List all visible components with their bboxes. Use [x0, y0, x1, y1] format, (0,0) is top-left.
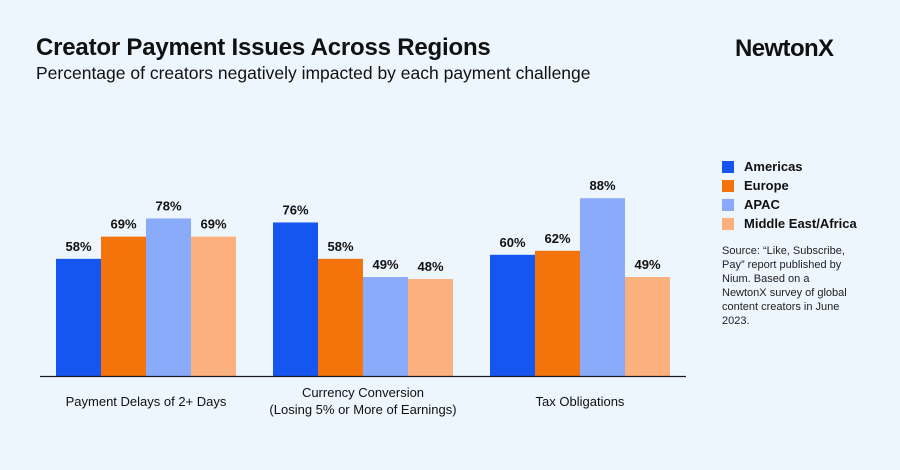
value-label: 78%	[155, 198, 181, 213]
bar-americas-2	[490, 254, 535, 376]
value-label: 76%	[282, 202, 308, 217]
legend: Americas Europe APAC Middle East/Africa	[722, 157, 857, 233]
bar-apac-2	[580, 198, 625, 376]
value-label: 60%	[499, 235, 525, 250]
chart-title: Creator Payment Issues Across Regions	[36, 34, 491, 61]
value-label: 49%	[372, 257, 398, 272]
legend-swatch	[722, 198, 734, 211]
bar-chart: 58% 76% 60% 69% 58% 62% 78% 49% 88% 69% 48% 49% Pay…	[40, 178, 686, 417]
legend-label: Americas	[744, 159, 803, 174]
category-label: Currency Conversion (Losing 5% or More of…	[269, 385, 456, 417]
bar-middle-east-africa-0	[191, 236, 236, 376]
source-note: Source: “Like, Subscribe, Pay” report pu…	[722, 245, 847, 327]
bar-apac-1	[363, 277, 408, 376]
category-labels-group: Payment Delays of 2+ Days Currency Conver…	[66, 385, 625, 417]
value-label: 69%	[110, 217, 136, 232]
newtonx-logo: NewtonX	[735, 35, 834, 62]
bar-apac-0	[146, 218, 191, 376]
value-label: 58%	[65, 239, 91, 254]
value-label: 88%	[589, 178, 615, 193]
value-label: 49%	[634, 257, 660, 272]
bar-middle-east-africa-1	[408, 279, 453, 376]
value-labels-group: 58% 76% 60% 69% 58% 62% 78% 49% 88% 69% 48% 49%	[65, 178, 660, 274]
legend-item-europe: Europe	[722, 176, 857, 195]
legend-item-middle-east-africa: Middle East/Africa	[722, 214, 857, 233]
legend-item-americas: Americas	[722, 157, 857, 176]
bar-europe-2	[535, 250, 580, 376]
bar-americas-1	[273, 222, 318, 376]
value-label: 69%	[200, 217, 226, 232]
value-label: 48%	[417, 259, 443, 274]
legend-swatch	[722, 179, 734, 192]
bar-americas-0	[56, 258, 101, 376]
chart-subtitle: Percentage of creators negatively impact…	[36, 63, 591, 83]
legend-swatch	[722, 160, 734, 173]
legend-item-apac: APAC	[722, 195, 857, 214]
category-label: Payment Delays of 2+ Days	[66, 394, 227, 409]
bars-group	[56, 198, 670, 376]
legend-label: Europe	[744, 178, 789, 193]
value-label: 58%	[327, 239, 353, 254]
bar-europe-0	[101, 236, 146, 376]
bar-europe-1	[318, 258, 363, 376]
legend-label: APAC	[744, 197, 780, 212]
bar-middle-east-africa-2	[625, 277, 670, 376]
legend-swatch	[722, 217, 734, 230]
legend-label: Middle East/Africa	[744, 216, 857, 231]
value-label: 62%	[544, 231, 570, 246]
category-label: Tax Obligations	[536, 394, 625, 409]
